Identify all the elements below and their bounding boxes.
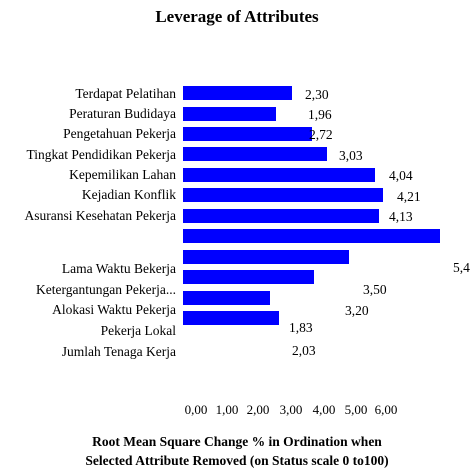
- category-label: Asuransi Kesehatan Pekerja: [25, 208, 176, 223]
- bar: [183, 107, 276, 121]
- data-label: 3,20: [345, 303, 369, 318]
- data-label: 5,4: [453, 260, 470, 275]
- bars: [183, 86, 440, 325]
- bar: [183, 250, 349, 264]
- data-label: 2,30: [305, 87, 329, 102]
- category-label: Kejadian Konflik: [82, 187, 176, 202]
- x-tick-3: 3,00: [280, 402, 303, 417]
- category-label: Ketergantungan Pekerja...: [36, 282, 176, 297]
- data-label: 1,96: [308, 107, 332, 122]
- category-label: Pengetahuan Pekerja: [63, 126, 176, 141]
- category-label: Pekerja Lokal: [101, 323, 177, 338]
- category-label: Alokasi Waktu Pekerja: [52, 302, 176, 317]
- bar: [183, 311, 279, 325]
- data-label: 1,83: [289, 320, 313, 335]
- category-label: Jumlah Tenaga Kerja: [62, 344, 176, 359]
- data-label: 4,04: [389, 168, 413, 183]
- data-label: 4,21: [397, 189, 421, 204]
- category-labels: Terdapat Pelatihan Peraturan Budidaya Peng…: [25, 86, 177, 359]
- x-tick-1: 1,00: [216, 402, 239, 417]
- data-label: 3,03: [339, 148, 363, 163]
- x-tick-0: 0,00: [185, 402, 208, 417]
- bar: [183, 147, 327, 161]
- x-tick-5: 5,00: [345, 402, 368, 417]
- x-tick-6: 6,00: [375, 402, 398, 417]
- chart-title: Leverage of Attributes: [155, 7, 319, 26]
- x-axis-label-line-2: Selected Attribute Removed (on Status sc…: [85, 453, 388, 468]
- bar: [183, 188, 383, 202]
- bar: [183, 291, 270, 305]
- bar: [183, 270, 314, 284]
- data-label: 4,13: [389, 209, 413, 224]
- x-axis-label-line-1: Root Mean Square Change % in Ordination …: [92, 434, 382, 449]
- data-label: 3,50: [363, 282, 387, 297]
- category-label: Terdapat Pelatihan: [75, 86, 176, 101]
- data-label: 2,72: [309, 127, 333, 142]
- data-label: 2,03: [292, 343, 316, 358]
- category-label: Tingkat Pendidikan Pekerja: [27, 147, 177, 162]
- category-label: Lama Waktu Bekerja: [62, 261, 176, 276]
- x-tick-2: 2,00: [247, 402, 270, 417]
- bar: [183, 127, 312, 141]
- bar: [183, 209, 379, 223]
- bar: [183, 168, 375, 182]
- bar: [183, 229, 440, 243]
- value-labels: 2,30 1,96 2,72 3,03 4,04 4,21 4,13 5,4 3,50 3,20 1…: [289, 87, 470, 358]
- category-label: Kepemilikan Lahan: [69, 167, 176, 182]
- category-label: Peraturan Budidaya: [69, 106, 176, 121]
- bar: [183, 86, 292, 100]
- x-tick-4: 4,00: [313, 402, 336, 417]
